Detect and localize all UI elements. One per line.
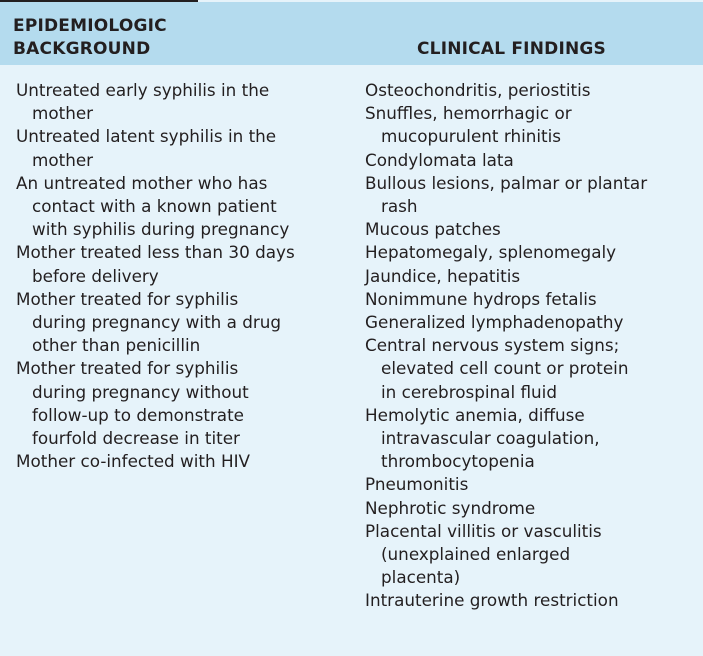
list-item-line: Untreated latent syphilis in the — [16, 126, 277, 147]
list-item-line: Mother treated for syphilis — [16, 288, 239, 309]
list-item-line: during pregnancy without — [32, 381, 249, 402]
list-item-line: Hepatomegaly, splenomegaly — [365, 242, 617, 263]
list-item: Mother treated less than 30 days before d… — [16, 241, 356, 287]
list-item-line: other than penicillin — [32, 335, 201, 356]
list-item-line: fourfold decrease in titer — [32, 428, 240, 449]
list-item-line: placenta) — [381, 567, 461, 588]
list-item: Nephrotic syndrome — [365, 497, 701, 520]
list-item: Central nervous system signs; elevated ce… — [365, 334, 701, 404]
list-item-line: Pneumonitis — [365, 474, 469, 495]
list-item-line: An untreated mother who has — [16, 172, 268, 193]
list-item: Mother treated for syphilis during pregna… — [16, 357, 356, 450]
list-item-line: during pregnancy with a drug — [32, 312, 282, 333]
list-item-line: Condylomata lata — [365, 149, 514, 170]
list-item-line: elevated cell count or protein — [381, 358, 629, 379]
table-header: EPIDEMIOLOGIC BACKGROUND CLINICAL FINDIN… — [0, 2, 703, 65]
list-item-line: Central nervous system signs; — [365, 335, 620, 356]
list-item-line: Nonimmune hydrops fetalis — [365, 288, 597, 309]
list-item: Generalized lymphadenopathy — [365, 311, 701, 334]
list-item-line: Intrauterine growth restriction — [365, 590, 619, 611]
list-item-line: Osteochondritis, periostitis — [365, 80, 591, 100]
list-item: Osteochondritis, periostitis — [365, 79, 701, 102]
list-item-line: Hemolytic anemia, diffuse — [365, 404, 585, 425]
list-item-line: Nephrotic syndrome — [365, 497, 536, 518]
clinical-findings-list: Osteochondritis, periostitis Snuffles, he… — [365, 79, 701, 613]
list-item: An untreated mother who has contact with … — [16, 172, 356, 242]
list-item-line: follow-up to demonstrate — [32, 404, 244, 425]
list-item: Intrauterine growth restriction — [365, 589, 701, 612]
list-item: Snuffles, hemorrhagic or mucopurulent rhi… — [365, 102, 701, 148]
list-item: Nonimmune hydrops fetalis — [365, 288, 701, 311]
clinical-findings-heading: CLINICAL FINDINGS — [417, 39, 606, 59]
list-item: Hemolytic anemia, diffuse intravascular c… — [365, 404, 701, 474]
list-item-line: contact with a known patient — [32, 196, 277, 217]
list-item-line: Untreated early syphilis in the — [16, 80, 270, 100]
list-item-line: mother — [32, 149, 94, 170]
list-item: Pneumonitis — [365, 473, 701, 496]
epidemiologic-background-heading: EPIDEMIOLOGIC BACKGROUND — [13, 16, 167, 59]
list-item: Mother treated for syphilis during pregna… — [16, 288, 356, 358]
top-rule — [0, 0, 198, 2]
list-item-line: before delivery — [32, 265, 159, 286]
list-item: Bullous lesions, palmar or plantar rash — [365, 172, 701, 218]
list-item-line: Mother treated less than 30 days — [16, 242, 295, 263]
list-item-line: Snuffles, hemorrhagic or — [365, 103, 572, 124]
list-item: Mother co-infected with HIV — [16, 450, 356, 473]
list-item: Hepatomegaly, splenomegaly — [365, 241, 701, 264]
list-item: Mucous patches — [365, 218, 701, 241]
list-item-line: mucopurulent rhinitis — [381, 126, 562, 147]
list-item-line: rash — [381, 196, 418, 217]
list-item-line: Mother co-infected with HIV — [16, 451, 251, 472]
list-item-line: intravascular coagulation, — [381, 428, 600, 449]
list-item-line: (unexplained enlarged — [381, 544, 571, 565]
list-item-line: Mother treated for syphilis — [16, 358, 239, 379]
list-item-line: mother — [32, 103, 94, 124]
list-item-line: Generalized lymphadenopathy — [365, 312, 624, 333]
list-item-line: in cerebrospinal fluid — [381, 381, 557, 402]
epidemiologic-background-list: Untreated early syphilis in the mother Unt… — [16, 79, 356, 473]
list-item: Untreated early syphilis in the mother — [16, 79, 356, 125]
list-item-line: Bullous lesions, palmar or plantar — [365, 172, 648, 193]
list-item-line: Placental villitis or vasculitis — [365, 520, 602, 541]
list-item: Untreated latent syphilis in the mother — [16, 125, 356, 171]
list-item-line: Mucous patches — [365, 219, 501, 240]
list-item: Placental villitis or vasculitis (unexpla… — [365, 520, 701, 590]
list-item-line: Jaundice, hepatitis — [365, 265, 521, 286]
list-item-line: thrombocytopenia — [381, 451, 535, 472]
list-item: Jaundice, hepatitis — [365, 265, 701, 288]
list-item-line: with syphilis during pregnancy — [32, 219, 290, 240]
list-item: Condylomata lata — [365, 149, 701, 172]
